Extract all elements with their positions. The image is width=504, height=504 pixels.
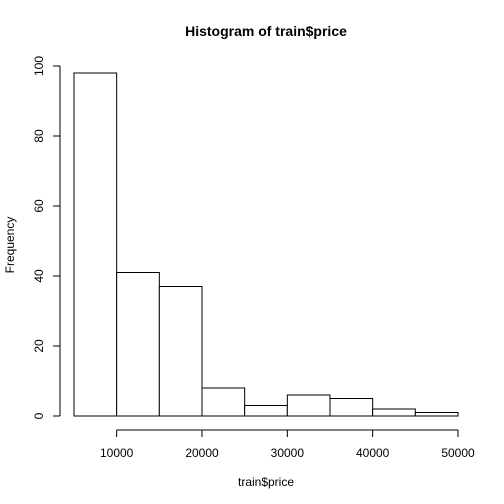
x-tick-label: 20000 [185,446,219,460]
histogram-bar [286,394,331,417]
histogram-bar [158,286,203,417]
y-tick-label: 60 [32,199,46,213]
y-tick-label: 40 [32,269,46,283]
bars [73,72,459,417]
histogram-bar [116,272,160,417]
y-tick-label: 20 [32,339,46,353]
y-axis-label: Frequency [3,217,17,274]
y-tick-label: 80 [32,129,46,143]
y-tick-label: 100 [32,56,46,76]
histogram-bar [414,412,459,417]
x-axis-label: train$price [238,475,294,489]
x-tick-label: 10000 [100,446,134,460]
histogram-bar [201,387,246,417]
chart-title: Histogram of train$price [185,23,347,39]
x-tick-label: 30000 [271,446,305,460]
y-axis: 0 20 40 60 80 100 [32,56,61,419]
histogram-bar [73,72,118,417]
x-tick-label: 50000 [441,446,475,460]
x-axis: 10000 20000 30000 40000 50000 [100,429,475,460]
histogram-bar [244,405,288,417]
histogram-bar [329,398,374,417]
y-tick-label: 0 [32,412,46,419]
histogram-bar [372,408,416,417]
x-tick-label: 40000 [356,446,390,460]
